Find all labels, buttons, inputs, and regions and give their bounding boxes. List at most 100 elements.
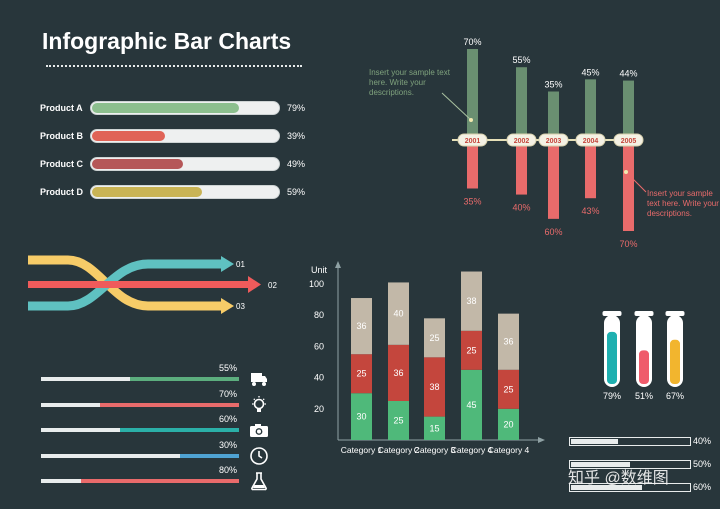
crossing-arrows: 01 02 03 xyxy=(28,255,277,314)
timeline-up-bar xyxy=(585,79,596,134)
progress-fill xyxy=(100,402,239,407)
stacked-ytick: 20 xyxy=(314,404,324,414)
timeline-dot-left xyxy=(469,118,473,122)
timeline-up-bar xyxy=(516,67,527,134)
product-bar-fill xyxy=(92,103,239,113)
product-bar-track xyxy=(90,129,280,143)
timeline-up-bar xyxy=(623,80,634,134)
timeline-down-label: 60% xyxy=(544,227,562,237)
outline-bar-pct: 60% xyxy=(693,482,712,492)
timeline-leader-right xyxy=(625,171,647,193)
stacked-segment xyxy=(388,401,409,440)
stacked-segment xyxy=(351,354,372,394)
stacked-segment xyxy=(424,357,445,417)
stacked-ytick: 40 xyxy=(314,373,324,383)
stacked-segment-label: 15 xyxy=(429,423,439,433)
stacked-segment-label: 45 xyxy=(466,400,476,410)
title-divider xyxy=(46,65,302,67)
timeline-down-bar xyxy=(623,146,634,231)
stacked-category-label: Category 2 xyxy=(378,445,420,455)
watermark: 知乎 @数维图 xyxy=(568,470,669,487)
tube-pct: 51% xyxy=(635,391,653,401)
progress-fill xyxy=(130,377,239,381)
timeline-down-bar xyxy=(516,146,527,195)
timeline-note-right: Insert your sample text here. Write your… xyxy=(647,189,719,218)
progress-fill xyxy=(120,428,239,432)
stacked-ytick: 100 xyxy=(309,279,324,289)
progress-pct: 30% xyxy=(218,439,237,450)
timeline-up-label: 55% xyxy=(512,55,530,65)
timeline-year-pill xyxy=(538,133,569,147)
product-pct: 79% xyxy=(287,103,306,113)
stacked-ylabel: Unit xyxy=(311,265,328,275)
timeline-year-label: 2003 xyxy=(546,138,562,145)
stacked-segment xyxy=(424,318,445,358)
stacked-category-label: Category 1 xyxy=(341,445,383,455)
timeline-year-label: 2001 xyxy=(465,138,481,145)
progress-track xyxy=(41,377,239,381)
progress-track xyxy=(41,428,239,432)
stacked-segment-label: 25 xyxy=(356,369,366,379)
timeline-up-label: 70% xyxy=(463,37,481,47)
arrow-label: 03 xyxy=(236,302,245,311)
tube-rim xyxy=(634,311,654,316)
stacked-category-label: Category 3 xyxy=(414,445,456,455)
timeline-year-pill xyxy=(575,133,606,147)
timeline-year-pill xyxy=(457,133,488,147)
timeline-year-label: 2002 xyxy=(514,138,530,145)
tube-liquid xyxy=(607,331,617,384)
tube-liquid xyxy=(670,339,680,384)
timeline-down-label: 70% xyxy=(619,239,637,249)
stacked-segment-label: 36 xyxy=(503,337,513,347)
timeline-down-label: 35% xyxy=(463,197,481,207)
timeline-year-pill xyxy=(506,133,537,147)
stacked-segment xyxy=(388,344,409,401)
stacked-segment xyxy=(498,369,519,409)
tube-pct: 67% xyxy=(666,391,684,401)
stacked-segment xyxy=(351,393,372,440)
stacked-segment-label: 38 xyxy=(466,296,476,306)
timeline-year-pill xyxy=(613,133,644,147)
progress-pct: 60% xyxy=(218,414,237,424)
stacked-segment-label: 38 xyxy=(429,382,439,392)
camera-icon xyxy=(248,419,270,441)
stacked-ytick: 60 xyxy=(314,341,324,351)
timeline-bar-chart: 70% 35% 2001 55% 40% 2002 35% 60% 2003 45% 43% 2004… xyxy=(441,37,647,249)
stacked-segment xyxy=(461,369,482,440)
stacked-category-label: Category 4 xyxy=(451,445,493,455)
tube-liquid xyxy=(639,350,649,384)
stacked-ytick: 80 xyxy=(314,310,324,320)
stacked-segment xyxy=(351,298,372,355)
stacked-category-label: Category 4 xyxy=(488,445,530,455)
timeline-down-bar xyxy=(467,146,478,189)
product-bar-track xyxy=(90,185,280,199)
stacked-segment xyxy=(498,408,519,440)
progress-pct: 55% xyxy=(218,363,237,373)
stacked-segment xyxy=(461,330,482,370)
stacked-segment-label: 25 xyxy=(393,416,403,426)
stacked-segment-label: 25 xyxy=(503,384,513,394)
product-label: Product A xyxy=(40,103,83,113)
stacked-segment-label: 30 xyxy=(356,412,366,422)
timeline-up-label: 44% xyxy=(619,69,637,79)
stacked-x-arrow xyxy=(538,437,545,443)
product-bar-fill xyxy=(92,159,183,169)
truck-icon xyxy=(248,368,270,390)
outline-bar-fill xyxy=(571,485,642,490)
progress-pct: 80% xyxy=(218,465,237,475)
outline-bar-pct: 50% xyxy=(693,459,712,469)
stacked-segment xyxy=(461,271,482,331)
timeline-down-bar xyxy=(585,146,596,199)
timeline-up-label: 45% xyxy=(581,67,599,77)
stacked-segment-label: 25 xyxy=(429,333,439,343)
outline-bar-track xyxy=(569,437,691,446)
timeline-down-bar xyxy=(548,146,559,219)
stacked-segment xyxy=(498,313,519,370)
progress-fill xyxy=(81,479,239,483)
stacked-segment-label: 20 xyxy=(503,419,513,429)
progress-pct: 70% xyxy=(218,388,237,399)
test-tube-chart: 79% 51% 67% xyxy=(602,311,685,401)
product-pct: 59% xyxy=(287,187,306,197)
product-bar-fill xyxy=(92,131,165,141)
tube-rim xyxy=(602,311,622,316)
